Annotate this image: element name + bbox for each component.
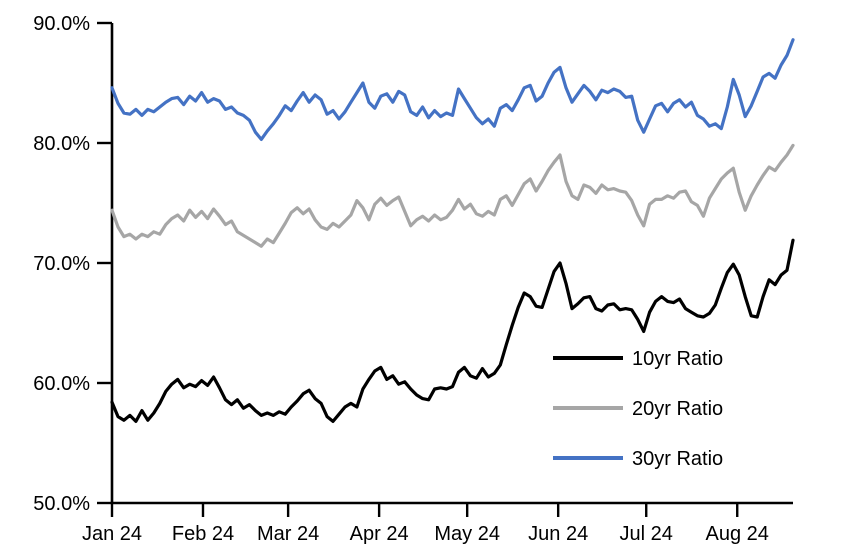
y-tick-label: 50.0% [33,493,90,515]
legend-item-10yr-ratio: 10yr Ratio [553,348,723,370]
x-tick-label: Jan 24 [82,523,142,545]
x-tick-label: May 24 [434,523,500,545]
y-tick-label: 90.0% [33,13,90,35]
y-tick-label: 80.0% [33,133,90,155]
x-tick-label: Aug 24 [706,523,769,545]
legend-item-20yr-ratio: 20yr Ratio [553,398,723,420]
legend: 10yr Ratio 20yr Ratio 30yr Ratio [553,348,723,470]
legend-label: 30yr Ratio [632,448,723,470]
y-tick-label: 70.0% [33,253,90,275]
y-tick-label: 60.0% [33,373,90,395]
x-tick-label: Mar 24 [257,523,319,545]
legend-label: 10yr Ratio [632,348,723,370]
legend-item-30yr-ratio: 30yr Ratio [553,448,723,470]
series-line-20yr-ratio [110,143,795,248]
series-line-30yr-ratio [110,38,795,141]
x-tick-label: Jun 24 [528,523,588,545]
series-line-10yr-ratio [110,238,795,423]
x-tick-label: Feb 24 [172,523,234,545]
legend-label: 20yr Ratio [632,398,723,420]
x-tick-label: Apr 24 [350,523,409,545]
x-tick-label: Jul 24 [620,523,673,545]
